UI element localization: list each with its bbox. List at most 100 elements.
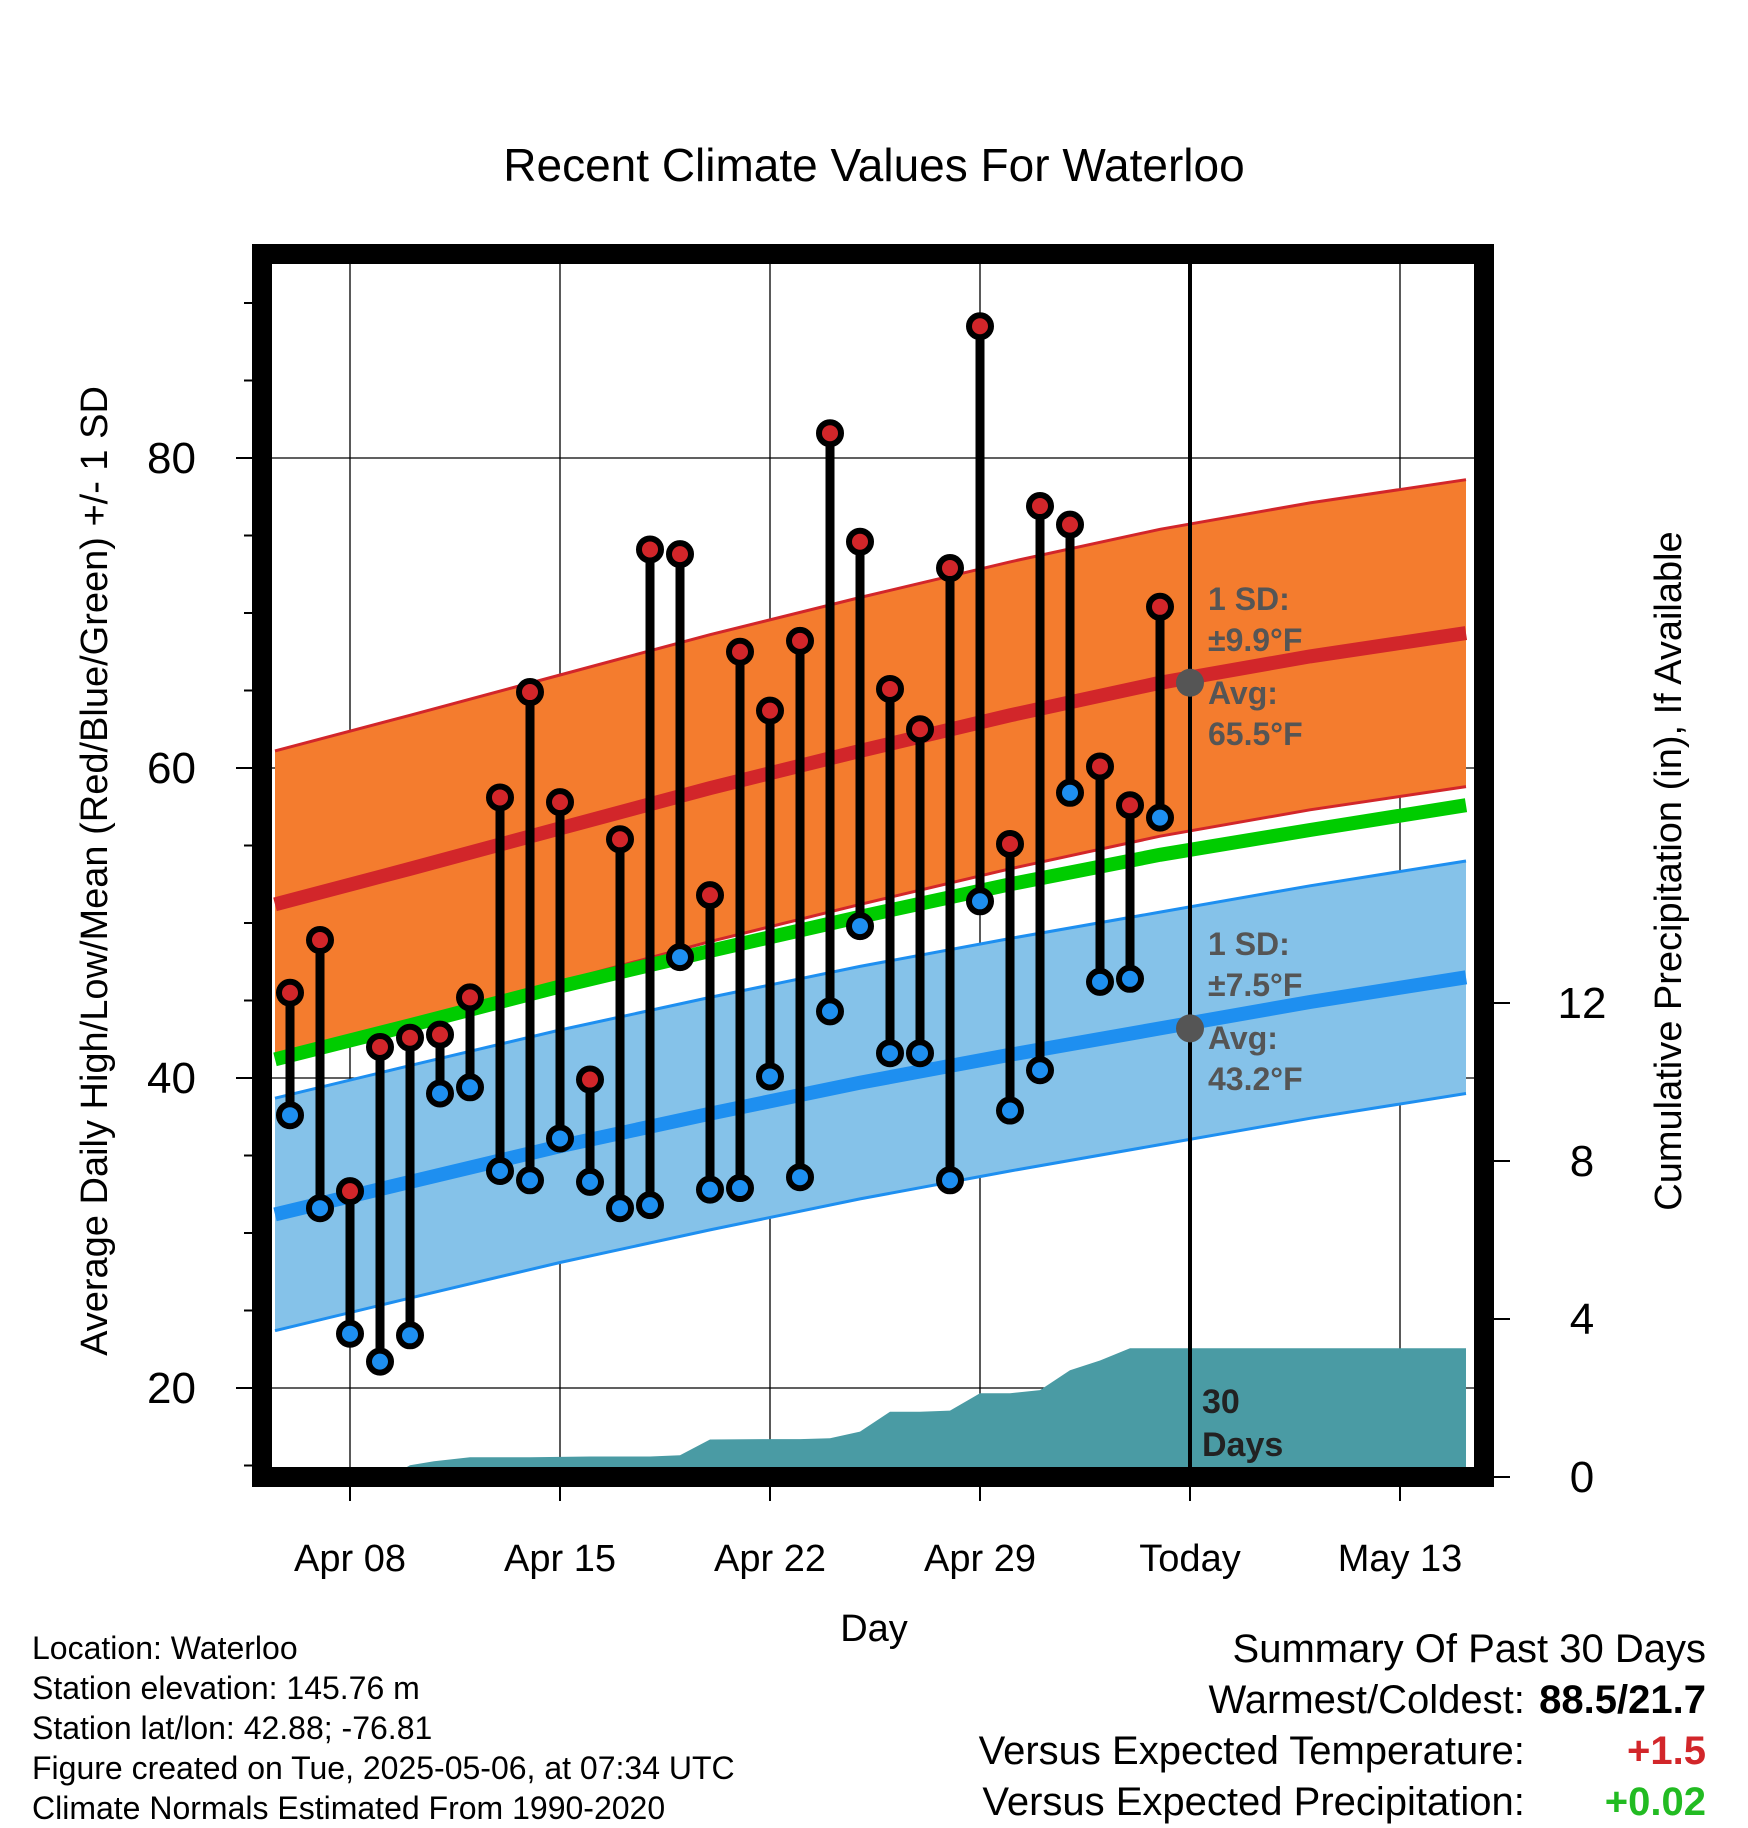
daily-high-point [846, 527, 874, 556]
daily-high-point [576, 1065, 604, 1094]
daily-low-point [1086, 967, 1114, 996]
low-sd-lower-line [274, 1092, 1467, 1333]
x-tick-label: Apr 15 [504, 1538, 616, 1580]
y-tick-label: 80 [147, 434, 196, 483]
daily-high-point [366, 1033, 394, 1061]
high-avg-value: 65.5°F [1208, 716, 1303, 752]
daily-high-point [906, 715, 934, 744]
daily-high-point [666, 540, 694, 569]
daily-high-point [786, 626, 814, 655]
daily-low-point [636, 1191, 664, 1220]
y-axis-label: Average Daily High/Low/Mean (Red/Blue/Gr… [74, 386, 116, 1356]
daily-high-point [486, 783, 514, 812]
x-tick-label: Apr 08 [294, 1538, 406, 1580]
temp-row: Versus Expected Temperature: +1.5 [979, 1726, 1706, 1777]
daily-high-point [1056, 510, 1084, 539]
x-tick-label: Apr 22 [714, 1538, 826, 1580]
location-text: Location: Waterloo [32, 1630, 298, 1666]
daily-low-point [996, 1096, 1024, 1125]
chart-title: Recent Climate Values For Waterloo [503, 139, 1244, 191]
precip-value: +0.02 [1604, 1780, 1706, 1824]
daily-low-point [306, 1194, 334, 1223]
x-tick-label: Apr 29 [924, 1538, 1036, 1580]
plot-clip-group: 1 SD: ±9.9°F Avg: 65.5°F 1 SD: ±7.5°F Avg: 43.2… [262, 254, 1484, 1477]
high-sd-label: 1 SD: [1208, 581, 1290, 617]
low-avg-label: Avg: [1208, 1020, 1278, 1056]
daily-low-point [576, 1167, 604, 1196]
daily-low-point [426, 1079, 454, 1108]
daily-high-point [936, 554, 964, 583]
daily-high-point [606, 825, 634, 854]
high-avg-label: Avg: [1208, 675, 1278, 711]
warmest-label: Warmest/Coldest: [1208, 1678, 1525, 1722]
plot-frame [252, 244, 1494, 1487]
daily-low-point [546, 1124, 574, 1153]
high-sd-band [275, 479, 1466, 1058]
x-tick-label: May 13 [1338, 1538, 1463, 1580]
daily-high-point [696, 881, 724, 910]
avg-high-marker [1176, 668, 1204, 697]
daily-high-point [276, 978, 304, 1007]
high-sd-value: ±9.9°F [1208, 622, 1302, 658]
daily-low-point [936, 1166, 964, 1195]
summary-title: Summary Of Past 30 Days [1232, 1627, 1706, 1671]
daily-high-point [876, 674, 904, 703]
days-label-word: Days [1202, 1426, 1283, 1464]
y2-tick-label: 4 [1570, 1295, 1594, 1344]
daily-high-point [756, 696, 784, 725]
y2-tick-label: 8 [1570, 1137, 1594, 1186]
daily-low-point [606, 1194, 634, 1223]
daily-low-point [516, 1166, 544, 1195]
low-sd-label: 1 SD: [1208, 926, 1290, 962]
x-axis-label: Day [840, 1608, 908, 1650]
daily-low-point [726, 1174, 754, 1203]
low-sd-band [275, 861, 1466, 1331]
daily-low-point [876, 1039, 904, 1068]
daily-low-point [906, 1039, 934, 1068]
precip-row: Versus Expected Precipitation: +0.02 [979, 1777, 1706, 1828]
summary-panel: Summary Of Past 30 Days Warmest/Coldest:… [979, 1624, 1706, 1828]
temp-label: Versus Expected Temperature: [978, 1729, 1525, 1773]
daily-low-point [966, 887, 994, 916]
days-label-number: 30 [1202, 1383, 1240, 1421]
daily-high-point [456, 983, 484, 1012]
daily-high-point [966, 312, 994, 341]
daily-high-point [1116, 791, 1144, 820]
daily-low-point [336, 1319, 364, 1348]
low-sd-upper-line [274, 859, 1467, 1100]
x-tick-label: Today [1139, 1538, 1240, 1580]
temp-value: +1.5 [1627, 1729, 1706, 1773]
warmest-value: 88.5/21.7 [1539, 1678, 1706, 1722]
avg-low-line [273, 970, 1468, 1222]
y-tick-label: 40 [147, 1054, 196, 1103]
daily-high-point [426, 1020, 454, 1049]
y-tick-label: 60 [147, 744, 196, 793]
latlon-text: Station lat/lon: 42.88; -76.81 [32, 1710, 433, 1746]
daily-low-point [456, 1073, 484, 1102]
y2-tick-label: 12 [1558, 979, 1607, 1028]
daily-high-point [636, 535, 664, 564]
low-sd-value: ±7.5°F [1208, 967, 1302, 1003]
daily-low-point [1056, 778, 1084, 807]
daily-high-point [816, 419, 844, 448]
daily-low-point [1116, 964, 1144, 993]
precip-label: Versus Expected Precipitation: [982, 1780, 1525, 1824]
daily-high-point [546, 788, 574, 817]
daily-low-point [696, 1175, 724, 1204]
station-info: Location: Waterloo Station elevation: 14… [32, 1628, 735, 1828]
daily-low-point [1146, 803, 1174, 832]
daily-low-point [366, 1347, 394, 1376]
warmest-row: Warmest/Coldest: 88.5/21.7 [979, 1675, 1707, 1726]
daily-low-point [756, 1062, 784, 1091]
daily-high-point [726, 637, 754, 666]
daily-high-point [336, 1177, 364, 1206]
y-tick-label: 20 [147, 1364, 196, 1413]
y2-axis-label: Cumulative Precipitation (in), If Availa… [1648, 531, 1690, 1210]
daily-low-point [666, 943, 694, 972]
daily-high-point [1146, 592, 1174, 621]
daily-high-point [1026, 492, 1054, 521]
daily-low-point [396, 1321, 424, 1350]
y2-tick-label: 0 [1570, 1453, 1594, 1502]
elevation-text: Station elevation: 145.76 m [32, 1670, 420, 1706]
